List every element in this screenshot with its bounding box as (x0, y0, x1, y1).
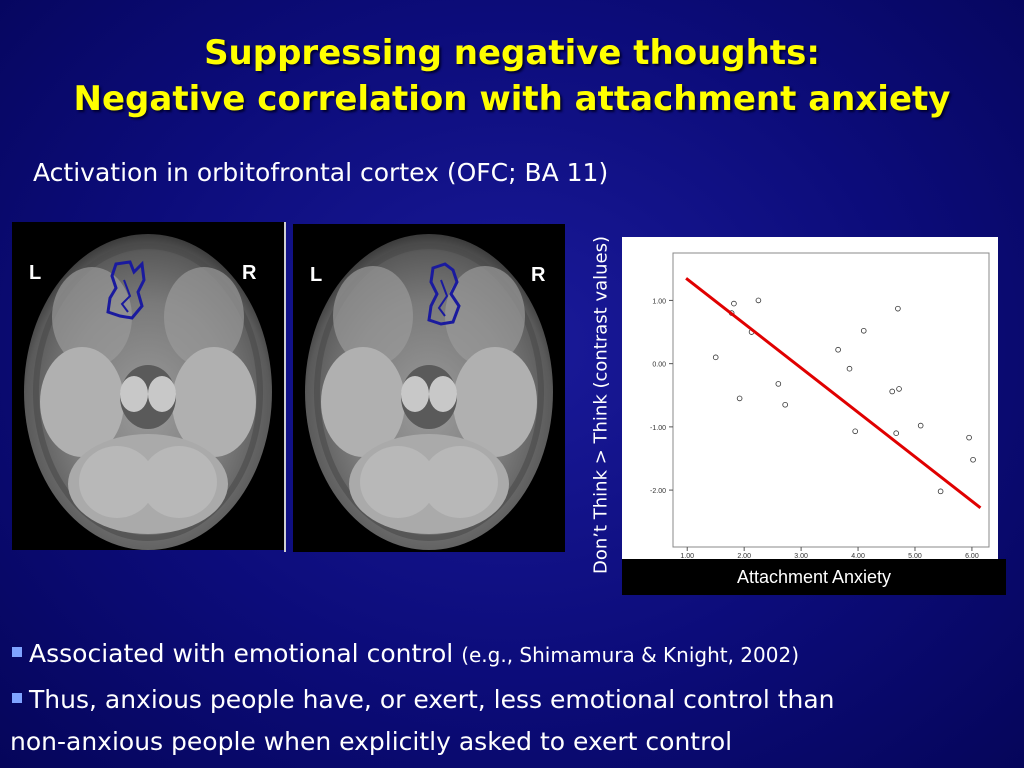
plot-frame (672, 252, 990, 548)
x-tick-label: 5.00 (908, 553, 922, 559)
y-tick-label: -2.00 (650, 488, 666, 495)
data-points (712, 297, 976, 495)
data-point (755, 297, 762, 304)
x-tick-label: 1.00 (680, 553, 694, 559)
right-hemisphere-label: R (242, 262, 257, 284)
data-point (966, 434, 972, 441)
data-point (917, 422, 924, 429)
data-point (896, 386, 902, 392)
data-point (852, 428, 858, 435)
x-axis-label: Attachment Anxiety (622, 559, 1006, 595)
bullet-square-icon (12, 647, 22, 657)
data-point (889, 388, 896, 395)
y-axis-ticks: 1.00 0.00 -1.00 -2.00 (650, 298, 673, 495)
bullet-emotional-control: Associated with emotional control (e.g.,… (10, 633, 799, 676)
left-hemisphere-label: L (310, 264, 323, 286)
brain-scan-graphic-right (305, 234, 553, 550)
data-point (736, 395, 743, 402)
data-point (895, 305, 901, 312)
x-axis-ticks: 1.00 2.00 3.00 4.00 5.00 6.00 (680, 547, 979, 560)
scatter-plot: 1.00 0.00 -1.00 -2.00 1.00 2.00 3.00 4.00 5.00 6… (622, 237, 998, 560)
y-axis-label-container: Don’t Think > Think (contrast values) (588, 214, 614, 596)
brain-scan-graphic-left (24, 234, 272, 550)
x-tick-label: 4.00 (851, 553, 865, 559)
y-axis-label: Don’t Think > Think (contrast values) (590, 235, 612, 575)
slide-title-line-2: Negative correlation with attachment anx… (73, 79, 951, 119)
y-tick-label: 0.00 (652, 362, 666, 369)
data-point (893, 430, 899, 436)
bullet-1-text: Associated with emotional control (29, 639, 454, 668)
data-point (937, 488, 944, 495)
bullet-square-icon (12, 693, 22, 703)
slide-subtitle: Activation in orbitofrontal cortex (OFC;… (33, 158, 609, 187)
bullet-2-text-line-2: non-anxious people when explicitly asked… (10, 727, 733, 756)
x-tick-label: 2.00 (737, 553, 751, 559)
x-tick-label: 3.00 (794, 553, 808, 559)
bullet-2-text-line-1: Thus, anxious people have, or exert, les… (29, 685, 835, 714)
scatter-plot-svg: 1.00 0.00 -1.00 -2.00 1.00 2.00 3.00 4.00 5.00 6… (650, 252, 990, 560)
y-tick-label: 1.00 (652, 298, 666, 305)
data-point (835, 346, 841, 353)
left-hemisphere-label: L (29, 262, 42, 284)
data-point (846, 365, 853, 372)
data-point (970, 456, 976, 463)
bullet-anxious-people: Thus, anxious people have, or exert, les… (10, 679, 1010, 763)
data-point (712, 354, 719, 361)
data-point (860, 327, 867, 334)
brain-scan-image-left: L R (12, 222, 284, 550)
data-point (775, 381, 782, 387)
x-tick-label: 6.00 (965, 553, 979, 559)
regression-line (685, 277, 982, 509)
right-hemisphere-label: R (531, 264, 546, 286)
slide-title-line-1: Suppressing negative thoughts: (204, 33, 820, 73)
data-point (731, 300, 737, 307)
data-point (782, 401, 788, 408)
brain-scan-image-right: L R (293, 224, 565, 552)
y-tick-label: -1.00 (650, 425, 666, 432)
image-divider (284, 222, 286, 552)
bullet-1-citation: (e.g., Shimamura & Knight, 2002) (461, 643, 800, 667)
